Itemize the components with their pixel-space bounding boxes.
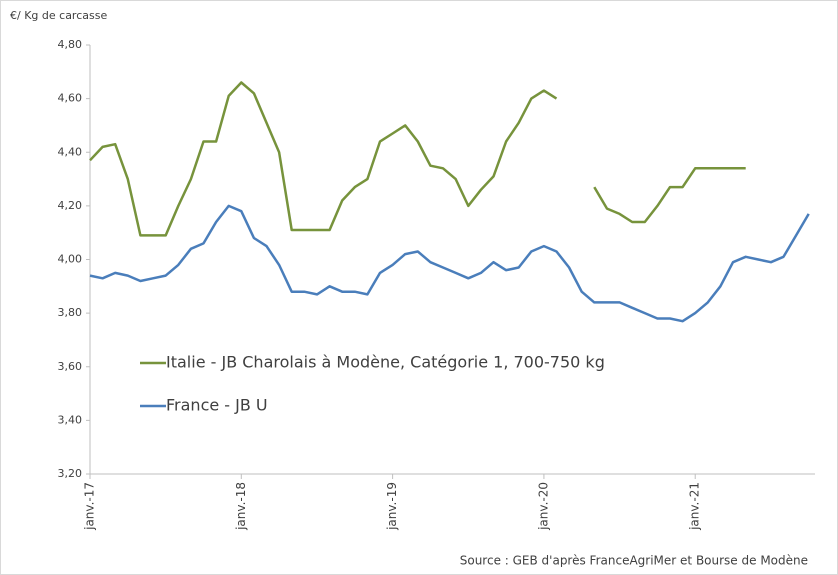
- x-tick-label: janv.-21: [688, 482, 702, 531]
- y-tick-label: 4,80: [58, 38, 83, 51]
- y-tick-label: 4,60: [58, 92, 83, 105]
- y-tick-label: 3,40: [58, 413, 83, 426]
- y-tick-label: 3,20: [58, 467, 83, 480]
- y-tick-label: 4,20: [58, 199, 83, 212]
- line-series: [89, 81, 746, 237]
- y-tick-label: 3,80: [58, 306, 83, 319]
- y-tick-label: 4,40: [58, 145, 83, 158]
- x-tick-label: janv.-17: [83, 482, 97, 531]
- legend-label: Italie - JB Charolais à Modène, Catégori…: [166, 353, 605, 372]
- x-tick-label: janv.-20: [536, 482, 550, 531]
- y-tick-label: 3,60: [58, 360, 83, 373]
- y-tick-label: 4,00: [58, 253, 83, 266]
- y-axis-label: €/ Kg de carcasse: [10, 9, 107, 22]
- x-tick-label: janv.-19: [385, 482, 399, 531]
- source: Source : GEB d'après FranceAgriMer et Bo…: [460, 554, 808, 568]
- legend-label: France - JB U: [166, 396, 268, 415]
- x-tick-label: janv.-18: [234, 482, 248, 531]
- line-series: [89, 204, 810, 323]
